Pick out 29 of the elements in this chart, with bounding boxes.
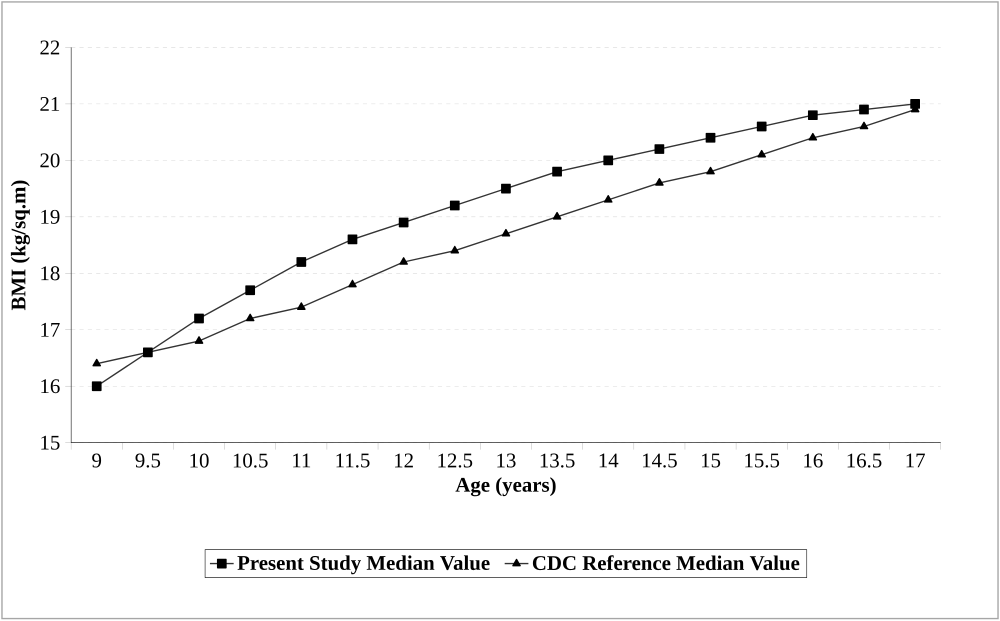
x-tick-label: 10.5 (234, 454, 268, 468)
y-tick-label: 17 (41, 323, 60, 337)
y-tick-label: 16 (41, 379, 60, 394)
x-tick-label: 10 (190, 454, 209, 468)
y-tick-label: 15 (41, 436, 60, 450)
x-tick-label: 16.5 (848, 454, 882, 468)
y-tick-label: 19 (41, 210, 60, 224)
y-tick-label: 20 (40, 154, 60, 168)
legend-label: CDC Reference Median Value (532, 555, 800, 570)
x-tick-label: 13 (497, 454, 516, 468)
y-tick-label: 21 (40, 97, 60, 112)
x-tick-label: 14.5 (642, 454, 677, 468)
x-tick-label: 12 (395, 454, 413, 468)
x-tick-label: 16 (804, 454, 823, 468)
x-tick-label: 9 (92, 454, 102, 468)
x-tick-label: 12.5 (438, 454, 472, 468)
x-tick-label: 17 (906, 454, 925, 468)
y-tick-label: 18 (41, 266, 60, 281)
legend-label: Present Study Median Value (237, 556, 490, 575)
x-tick-label: 11.5 (336, 454, 370, 468)
x-axis-title: Age (years) (456, 477, 556, 496)
y-tick-label: 22 (40, 40, 60, 55)
x-tick-label: 9.5 (136, 454, 160, 468)
x-tick-label: 15 (702, 454, 720, 468)
y-axis-title: BMI (kg/sq.m) (10, 180, 30, 310)
x-tick-label: 14 (600, 454, 618, 468)
x-tick-label: 13.5 (540, 454, 574, 468)
x-tick-label: 15.5 (745, 454, 780, 468)
x-tick-label: 11 (293, 454, 310, 468)
